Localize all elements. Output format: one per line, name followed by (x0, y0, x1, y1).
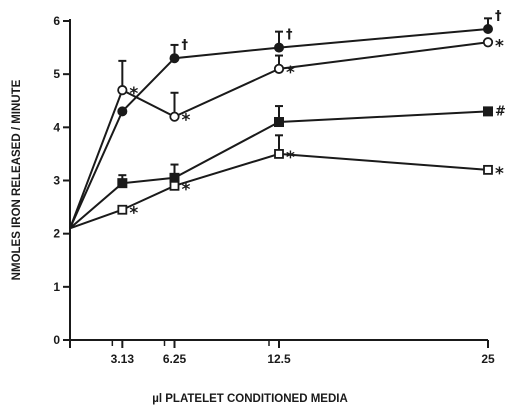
y-tick-label: 6 (53, 14, 60, 28)
data-label: † (182, 38, 189, 53)
series-4: * * * * (69, 134, 504, 230)
data-label: * (495, 36, 504, 56)
data-point (483, 106, 493, 117)
data-point (117, 106, 128, 117)
data-point (117, 85, 128, 96)
data-label: * (129, 84, 138, 104)
data-label: † (495, 9, 502, 24)
data-label: * (129, 204, 138, 224)
data-point (482, 37, 494, 48)
y-tick-label: 2 (53, 227, 60, 241)
series-3: # (69, 104, 506, 230)
y-tick-label: 0 (53, 333, 60, 347)
series-1: † † † (69, 9, 502, 229)
data-label: * (286, 63, 295, 83)
x-axis-ticks: 3.13 6.25 12.5 25 (69, 340, 495, 366)
chart-series: † † † * * * * # * * * * (69, 9, 506, 230)
data-label: * (182, 111, 191, 131)
data-point (483, 164, 493, 175)
y-tick-label: 5 (53, 67, 60, 81)
y-tick-label: 3 (53, 174, 60, 188)
data-point (274, 149, 284, 159)
data-point (483, 23, 493, 34)
data-label: † (286, 28, 293, 43)
y-tick-label: 4 (53, 120, 60, 134)
data-point (169, 180, 180, 191)
data-label: * (182, 180, 191, 200)
data-point (169, 53, 180, 64)
data-label: * (495, 164, 504, 184)
y-axis-ticks: 0 1 2 3 4 5 6 (53, 14, 70, 347)
data-point (274, 117, 284, 128)
y-tick-label: 1 (53, 280, 60, 294)
x-tick-label: 25 (481, 352, 495, 366)
data-point (169, 111, 180, 122)
data-point (274, 42, 284, 53)
data-point (273, 63, 285, 74)
data-label: # (495, 104, 506, 119)
series-2: * * * * (69, 36, 504, 229)
x-axis-title: µl PLATELET CONDITIONED MEDIA (152, 393, 348, 405)
y-axis-title: NMOLES IRON RELEASED / MINUTE (11, 79, 23, 280)
x-tick-label: 3.13 (111, 352, 135, 366)
data-point (117, 204, 128, 215)
data-point (117, 178, 128, 189)
x-tick-label: 12.5 (267, 352, 291, 366)
data-label: * (286, 148, 295, 168)
x-tick-label: 6.25 (163, 352, 187, 366)
